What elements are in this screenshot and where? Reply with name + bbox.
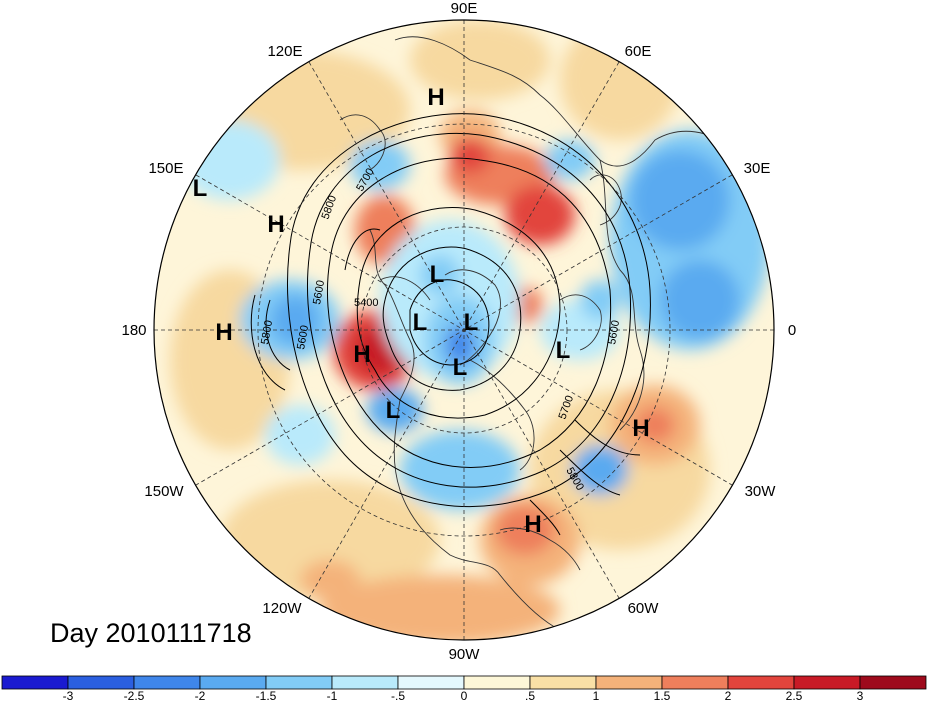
colorbar-swatch <box>595 675 663 690</box>
colorbar-swatch <box>793 675 861 690</box>
cold-anomaly <box>630 150 730 250</box>
colorbar-tick-label: 3 <box>857 689 864 702</box>
colorbar-swatch <box>463 675 531 690</box>
low-marker: L <box>453 354 468 381</box>
low-marker: L <box>556 337 571 364</box>
high-marker: H <box>215 319 232 346</box>
warm-anomaly <box>320 575 560 640</box>
cold-anomaly <box>445 325 475 365</box>
lon-label-30e: 30E <box>744 160 771 177</box>
colorbar-tick-label: 2.5 <box>786 689 803 702</box>
lon-label-60w: 60W <box>628 600 660 617</box>
graticule <box>154 20 774 640</box>
colorbar-tick-label: -1 <box>327 689 338 702</box>
cold-anomaly <box>270 295 320 345</box>
map-boundary <box>153 19 775 641</box>
colorbar-swatch <box>133 675 201 690</box>
colorbar-swatch <box>397 675 465 690</box>
height-contours <box>250 113 651 536</box>
lon-label-60e: 60E <box>625 43 652 60</box>
cold-anomaly <box>580 280 620 320</box>
longitude-labels: 90E 120E 60E 150E 30E 180 0 150W 30W 120… <box>121 0 796 663</box>
warm-anomaly <box>560 20 680 140</box>
colorbar: -3 -2.5 -2 -1.5 -1 -.5 0 .5 1 1.5 2 2.5 3 <box>1 675 927 702</box>
lon-label-180: 180 <box>121 322 146 339</box>
colorbar-tick-label: -3 <box>63 689 74 702</box>
coastlines <box>339 36 736 631</box>
colorbar-tick-label: -.5 <box>391 689 405 702</box>
pressure-centers: H L H H L L L H L L L H H <box>193 84 650 538</box>
lon-label-150e: 150E <box>148 160 183 177</box>
colorbar-swatch <box>67 675 135 690</box>
colorbar-swatch <box>727 675 795 690</box>
colorbar-swatch <box>331 675 399 690</box>
colorbar-swatch <box>265 675 333 690</box>
contour-label: 5600 <box>295 324 311 350</box>
colorbar-tick-label: -1.5 <box>256 689 277 702</box>
colorbar-swatch <box>1 675 69 690</box>
colorbar-tick-label: -2.5 <box>124 689 145 702</box>
colorbar-swatch <box>859 675 927 690</box>
colorbar-swatch <box>661 675 729 690</box>
colorbar-tick-label: 1.5 <box>654 689 671 702</box>
contour-label: 5800 <box>259 319 275 345</box>
cold-anomaly <box>367 388 423 432</box>
red-anomaly <box>635 407 675 443</box>
contour-label: 5400 <box>354 297 378 309</box>
red-anomaly <box>495 505 555 555</box>
warm-anomaly <box>220 480 440 600</box>
low-marker: L <box>413 309 428 336</box>
warm-anomaly <box>300 560 360 600</box>
cold-anomaly <box>265 405 335 465</box>
low-marker: L <box>430 261 445 288</box>
red-anomaly <box>450 137 490 173</box>
colorbar-tick-label: .5 <box>525 689 535 702</box>
cold-anomaly <box>420 255 460 295</box>
low-marker: L <box>464 309 479 336</box>
high-marker: H <box>632 415 649 442</box>
date-title: Day 2010111718 <box>50 618 252 648</box>
cold-anomaly <box>400 430 520 510</box>
lon-label-90w: 90W <box>449 646 481 663</box>
warm-anomaly <box>410 20 550 100</box>
colorbar-tick-label: 2 <box>725 689 732 702</box>
lon-label-90e: 90E <box>451 0 478 17</box>
contour-label: 5600 <box>311 279 327 305</box>
lon-label-30w: 30W <box>745 483 777 500</box>
colorbar-swatch <box>529 675 597 690</box>
low-marker: L <box>386 397 401 424</box>
high-marker: H <box>353 341 370 368</box>
colorbar-tick-label: 1 <box>593 689 600 702</box>
cold-anomaly <box>660 260 740 340</box>
colorbar-tick-label: 0 <box>461 689 468 702</box>
lon-label-150w: 150W <box>144 483 184 500</box>
low-marker: L <box>193 175 208 202</box>
colorbar-swatch <box>199 675 267 690</box>
contour-label: 5600 <box>606 319 622 345</box>
lon-label-120w: 120W <box>262 600 302 617</box>
anomaly-field <box>154 20 774 640</box>
cold-anomaly <box>572 445 628 495</box>
high-marker: H <box>524 511 541 538</box>
lon-label-0: 0 <box>788 322 796 339</box>
red-anomaly <box>505 185 575 245</box>
high-marker: H <box>267 211 284 238</box>
cold-anomaly <box>350 140 410 190</box>
high-marker: H <box>427 84 444 111</box>
colorbar-tick-label: -2 <box>195 689 206 702</box>
lon-label-120e: 120E <box>267 43 302 60</box>
cold-anomaly <box>545 140 595 180</box>
